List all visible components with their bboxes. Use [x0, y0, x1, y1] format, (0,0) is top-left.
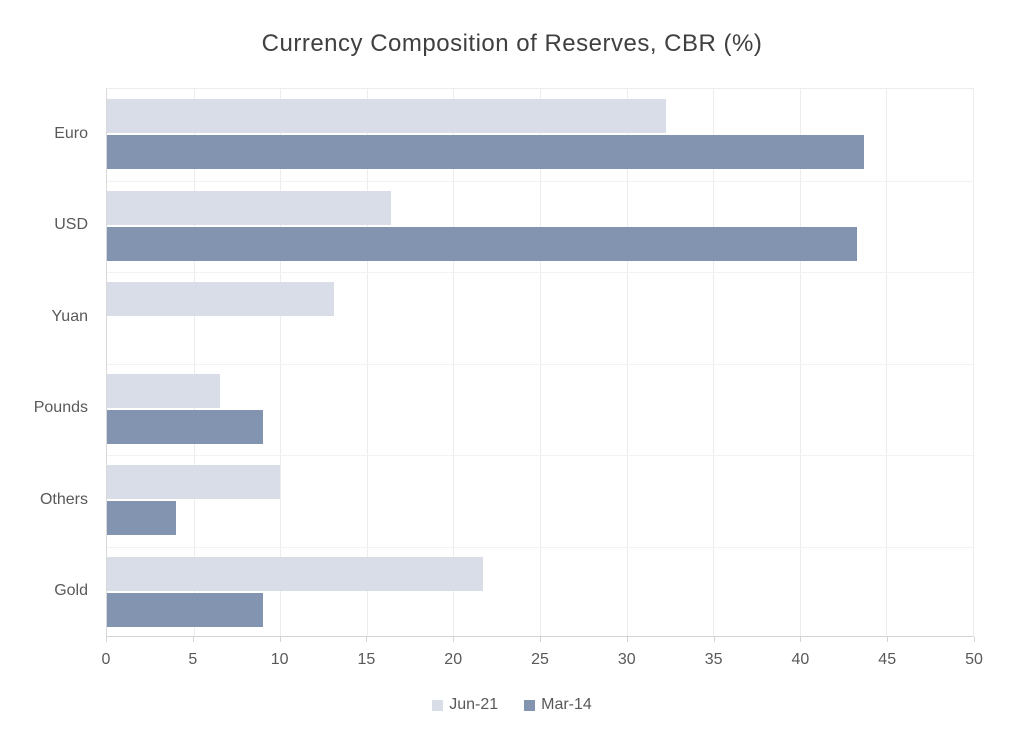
- x-tick-label: 45: [878, 651, 897, 668]
- row-separator: [107, 363, 973, 365]
- row-separator: [107, 546, 973, 548]
- gridline: [540, 89, 541, 636]
- gridline: [886, 89, 888, 636]
- legend-label-jun-21: Jun-21: [449, 696, 499, 713]
- bar-pounds-jun-21: [107, 373, 220, 408]
- category-label-gold: Gold: [54, 582, 88, 600]
- gridline: [713, 89, 715, 636]
- x-tick-label: 50: [965, 651, 983, 668]
- legend-swatch-jun-21: [432, 699, 444, 711]
- x-tick-label: 30: [617, 651, 636, 668]
- bar-euro-jun-21: [107, 99, 667, 133]
- category-label-pounds: Pounds: [33, 399, 88, 417]
- category-label-yuan: Yuan: [51, 307, 88, 325]
- x-tick-label: 20: [444, 651, 463, 668]
- x-tick-mark: [887, 637, 889, 642]
- x-tick-mark: [800, 637, 802, 642]
- legend-label-mar-14: Mar-14: [541, 696, 592, 713]
- x-tick-mark: [974, 637, 975, 642]
- x-tick-mark: [366, 637, 368, 642]
- bar-yuan-jun-21: [107, 282, 334, 316]
- plot-area: [106, 88, 974, 637]
- chart-title: Currency Composition of Reserves, CBR (%…: [261, 30, 763, 57]
- row-separator: [107, 180, 973, 182]
- gridline: [453, 89, 455, 636]
- x-tick-mark: [626, 637, 628, 642]
- bar-euro-mar-14: [107, 135, 864, 169]
- x-tick-mark: [540, 637, 541, 642]
- x-tick-label: 5: [188, 651, 198, 668]
- gridline: [280, 89, 282, 636]
- bar-gold-mar-14: [107, 592, 263, 627]
- x-tick-mark: [106, 637, 107, 642]
- x-tick-label: 40: [791, 651, 810, 668]
- bar-others-mar-14: [107, 501, 177, 535]
- x-tick-mark: [713, 637, 715, 642]
- x-tick-mark: [453, 637, 455, 642]
- legend: Jun-21 Mar-14: [0, 696, 1024, 714]
- legend-swatch-mar-14: [524, 699, 536, 711]
- category-label-usd: USD: [54, 216, 88, 234]
- gridline: [626, 89, 628, 636]
- x-tick-mark: [279, 637, 281, 642]
- bar-usd-mar-14: [107, 226, 857, 261]
- x-tick-label: 15: [357, 651, 376, 668]
- bar-others-jun-21: [107, 465, 281, 499]
- legend-item-jun-21: Jun-21: [432, 696, 498, 714]
- row-separator: [107, 272, 973, 273]
- category-label-others: Others: [39, 490, 88, 508]
- x-tick-label: 10: [270, 651, 289, 668]
- x-tick-label: 35: [704, 651, 723, 668]
- gridline: [193, 89, 195, 636]
- bar-pounds-mar-14: [107, 409, 263, 444]
- legend-item-mar-14: Mar-14: [524, 696, 592, 714]
- bar-gold-jun-21: [107, 556, 483, 591]
- bar-usd-jun-21: [107, 190, 392, 225]
- row-separator: [107, 455, 973, 456]
- gridline: [799, 89, 801, 636]
- x-tick-mark: [192, 637, 194, 642]
- x-tick-label: 0: [101, 651, 111, 668]
- gridline: [366, 89, 368, 636]
- x-tick-label: 25: [531, 651, 549, 668]
- category-label-euro: Euro: [54, 124, 88, 142]
